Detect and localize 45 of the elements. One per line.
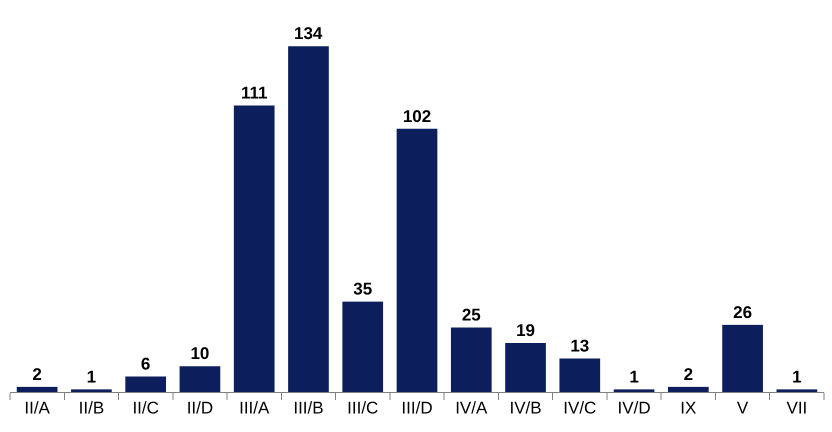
data-label: 19 <box>516 320 535 340</box>
x-tick-label: II/C <box>132 398 159 418</box>
x-tick-label: III/D <box>401 398 433 418</box>
bar <box>180 366 220 392</box>
data-label: 1 <box>792 367 802 386</box>
bar <box>722 324 763 392</box>
data-label: 134 <box>294 24 323 44</box>
bar <box>559 358 600 392</box>
x-tick-label: VII <box>786 398 808 418</box>
bar <box>288 46 329 392</box>
bar <box>450 327 492 392</box>
x-tick-label: II/D <box>186 398 214 418</box>
x-tick-label: II/A <box>24 398 51 418</box>
bar <box>342 302 384 392</box>
bar <box>125 376 166 392</box>
data-label: 2 <box>684 364 694 384</box>
x-tick-label: III/A <box>239 398 270 418</box>
x-tick-label: V <box>736 398 749 418</box>
data-label: 1 <box>86 367 96 386</box>
x-tick-label: III/B <box>293 398 324 418</box>
data-label: 2 <box>32 364 42 384</box>
data-label: 102 <box>402 106 432 126</box>
bar <box>16 386 58 392</box>
bar <box>614 389 654 392</box>
bar <box>234 106 275 392</box>
x-tick-label: IV/C <box>563 398 596 418</box>
data-label: 26 <box>733 302 752 322</box>
data-label: 111 <box>240 84 268 103</box>
x-tick-label: IX <box>680 398 696 418</box>
x-tick-label: III/C <box>347 398 378 418</box>
bar <box>505 342 546 392</box>
x-tick-label: IV/B <box>509 398 542 418</box>
data-label: 1 <box>629 367 639 386</box>
bar <box>71 389 112 392</box>
bar <box>668 386 709 392</box>
x-tick-label: II/B <box>78 398 104 418</box>
data-label: 6 <box>140 354 150 374</box>
x-tick-label: IV/A <box>455 398 488 418</box>
data-label: 35 <box>353 280 372 299</box>
data-label: 10 <box>190 344 210 364</box>
data-label: 13 <box>570 336 590 356</box>
data-label: 25 <box>462 305 481 324</box>
bar <box>776 389 818 392</box>
bar <box>396 128 438 392</box>
x-tick-label: IV/D <box>618 398 651 418</box>
